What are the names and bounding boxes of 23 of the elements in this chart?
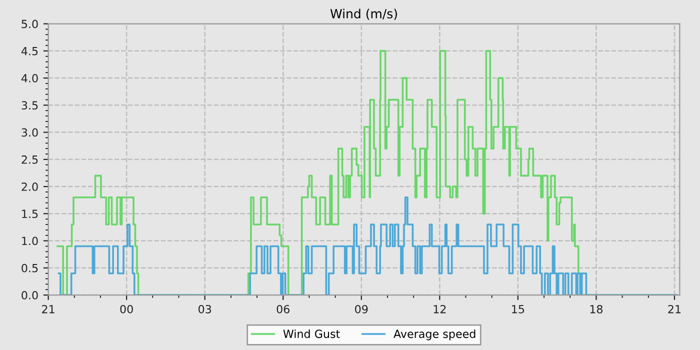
y-tick-label: 4.5 xyxy=(21,47,38,56)
x-tick-label: 18 xyxy=(590,304,603,314)
y-tick-label: 3.0 xyxy=(22,128,38,137)
y-tick-label: 0.0 xyxy=(22,291,38,300)
x-tick-label: 03 xyxy=(198,304,212,314)
legend-label: Wind Gust xyxy=(283,329,340,338)
x-tick-label: 15 xyxy=(512,305,524,314)
y-tick-label: 4.0 xyxy=(21,74,38,82)
legend-label: Average speed xyxy=(394,329,476,340)
x-tick-label: 21 xyxy=(668,304,681,314)
y-tick-label: 2.0 xyxy=(22,182,38,191)
y-tick-label: 2.5 xyxy=(22,155,38,164)
x-tick-label: 12 xyxy=(434,304,446,314)
y-tick-label: 5.0 xyxy=(22,20,38,28)
x-tick-label: 06 xyxy=(276,304,290,314)
y-tick-label: 0.5 xyxy=(22,264,38,272)
x-tick-label: 00 xyxy=(120,304,133,314)
y-tick-label: 1.0 xyxy=(22,236,38,246)
x-tick-label: 21 xyxy=(42,304,54,314)
y-tick-label: 3.5 xyxy=(22,101,38,110)
chart-title: Wind (m/s) xyxy=(330,8,397,20)
x-tick-label: 09 xyxy=(355,304,368,314)
y-tick-label: 1.5 xyxy=(22,210,38,218)
